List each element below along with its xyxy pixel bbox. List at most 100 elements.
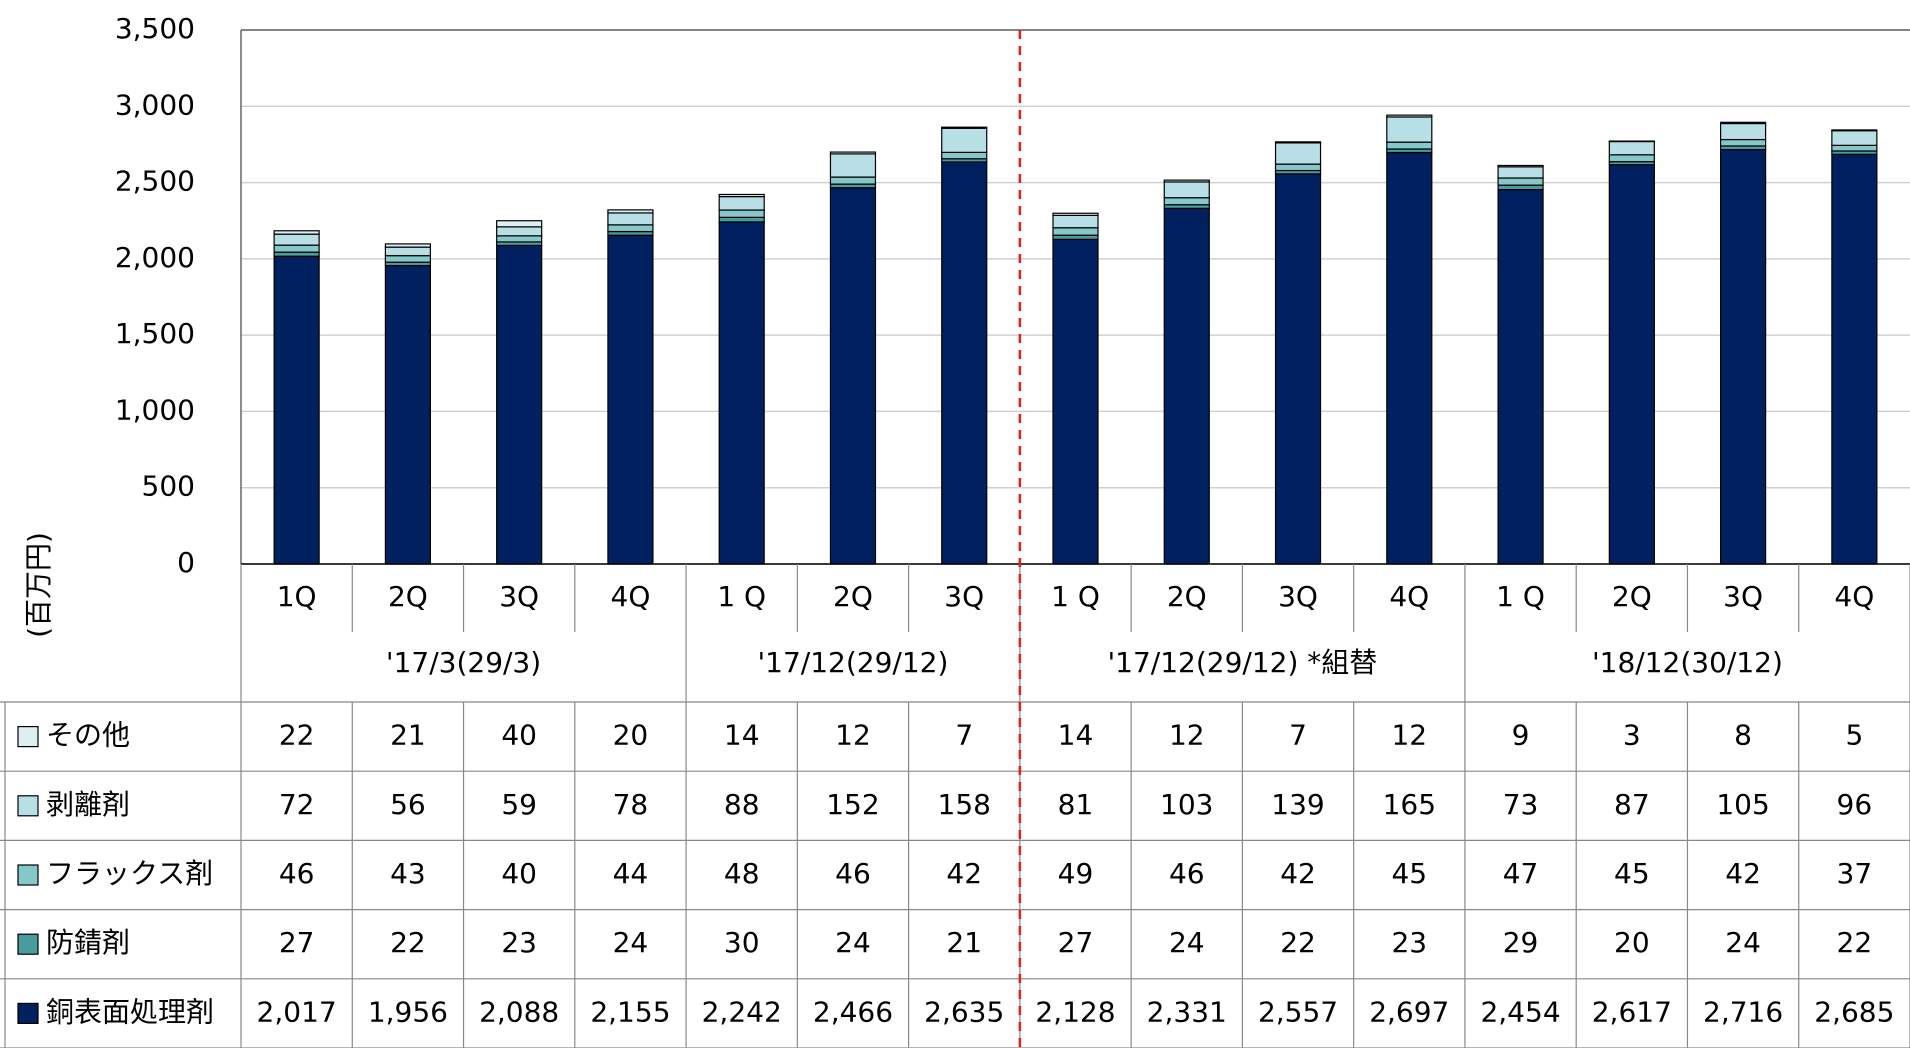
bar-segment [1831, 153, 1878, 565]
bar-segment [1274, 141, 1322, 144]
table-value: 27 [279, 926, 315, 959]
table-value: 20 [1614, 926, 1650, 959]
bar-segment [496, 220, 543, 228]
table-value: 2,242 [702, 995, 782, 1028]
table-value: 45 [1614, 857, 1650, 890]
table-value: 40 [501, 857, 537, 890]
table-value: 23 [1391, 926, 1427, 959]
table-value: 59 [501, 788, 537, 821]
y-tick-label: 3,500 [115, 12, 195, 45]
bar-segment [1497, 164, 1544, 168]
bar-segment [496, 235, 543, 243]
table-value: 24 [613, 926, 649, 959]
bar-segment [1608, 154, 1655, 163]
bar-segment [1052, 227, 1099, 236]
bar-segment [273, 251, 320, 257]
bar-segment [384, 246, 431, 257]
bar-segment [1386, 151, 1433, 565]
bar-segment [607, 212, 654, 226]
bar-segment [1274, 163, 1322, 172]
bar-segment [1831, 130, 1878, 146]
table-value: 29 [1503, 926, 1539, 959]
bar-segment [1497, 166, 1544, 179]
bar-segment [941, 126, 988, 129]
legend-label: 銅表面処理剤 [46, 995, 214, 1028]
legend-swatch [17, 795, 39, 817]
x-tick-label: 3Q [944, 580, 984, 613]
table-value: 7 [1289, 719, 1307, 752]
bar-segment [384, 264, 431, 565]
table-value: 2,466 [813, 995, 893, 1028]
bar-segment [496, 226, 543, 237]
y-tick-label: 500 [142, 470, 195, 503]
x-tick-label: 1 Q [717, 580, 766, 613]
x-tick-label: 3Q [499, 580, 539, 613]
bar-segment [273, 230, 320, 235]
bar-segment [941, 161, 988, 565]
bar-segment [718, 209, 765, 218]
bar-segment [1608, 164, 1655, 565]
bar-segment [607, 209, 654, 214]
table-value: 27 [1058, 926, 1094, 959]
table-value: 46 [1169, 857, 1205, 890]
bar-segment [1052, 212, 1099, 216]
bar-segment [829, 151, 877, 155]
table-value: 105 [1716, 788, 1769, 821]
x-tick-label: 2Q [833, 580, 873, 613]
y-tick-label: 1,000 [115, 393, 195, 426]
x-tick-label: 1 Q [1051, 580, 1100, 613]
table-value: 30 [724, 926, 760, 959]
table-value: 7 [955, 719, 973, 752]
table-value: 81 [1058, 788, 1094, 821]
x-tick-label: 1Q [277, 580, 317, 613]
table-value: 5 [1845, 719, 1863, 752]
table-value: 46 [835, 857, 871, 890]
table-value: 9 [1512, 719, 1530, 752]
table-value: 21 [390, 719, 426, 752]
bar-segment [941, 127, 988, 153]
bar-segment [1497, 188, 1544, 565]
table-value: 42 [1280, 857, 1316, 890]
bar-segment [607, 224, 654, 233]
bar-segment [1386, 114, 1433, 118]
bar-segment [1274, 142, 1322, 165]
x-tick-label: 4Q [611, 580, 651, 613]
table-value: 2,088 [479, 995, 559, 1028]
group-label: '18/12(30/12) [1592, 646, 1783, 679]
bar-segment [1831, 129, 1878, 132]
table-value: 73 [1503, 788, 1539, 821]
x-tick-label: 4Q [1834, 580, 1874, 613]
table-value: 45 [1391, 857, 1427, 890]
table-value: 2,128 [1035, 995, 1115, 1028]
table-value: 2,617 [1592, 995, 1672, 1028]
table-value: 2,017 [257, 995, 337, 1028]
table-value: 49 [1058, 857, 1094, 890]
x-tick-label: 2Q [388, 580, 428, 613]
table-value: 152 [826, 788, 879, 821]
legend-swatch [17, 725, 39, 748]
table-value: 1,956 [368, 995, 448, 1028]
legend-swatch [17, 864, 39, 886]
legend-label: その他 [46, 719, 130, 752]
table-value: 42 [1725, 857, 1761, 890]
group-label: '17/3(29/3) [386, 646, 541, 679]
table-value: 44 [613, 857, 649, 890]
bar-segment [1163, 181, 1210, 199]
table-value: 12 [1391, 719, 1427, 752]
bar-segment [273, 244, 320, 253]
bar-segment [273, 255, 320, 565]
bar-segment [1386, 116, 1433, 143]
table-value: 21 [946, 926, 982, 959]
table-value: 47 [1503, 857, 1539, 890]
table-value: 22 [279, 719, 315, 752]
table-value: 158 [938, 788, 991, 821]
group-label: '17/12(29/12) [757, 646, 948, 679]
legend-swatch [17, 1002, 39, 1025]
bar-segment [1831, 144, 1878, 152]
bar-segment [718, 221, 765, 565]
y-tick-label: 2,000 [115, 241, 195, 274]
bar-segment [273, 233, 320, 246]
bar-segment [1386, 141, 1433, 150]
table-value: 139 [1271, 788, 1324, 821]
